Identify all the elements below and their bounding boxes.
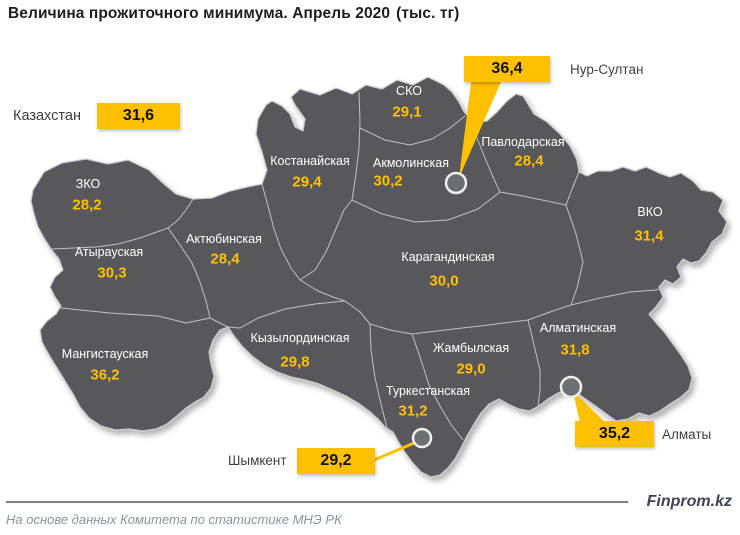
- region-value-atyrauskaya: 30,3: [97, 264, 127, 282]
- shymkent-callout-leader: [373, 439, 420, 462]
- brand-logo: Finprom.kz: [646, 493, 732, 510]
- region-value-zhambylskaya: 29,0: [456, 360, 486, 378]
- national-label: Казахстан: [13, 108, 81, 124]
- region-value-akmolinskaya: 30,2: [373, 172, 403, 190]
- title-unit: (тыс. тг): [396, 5, 460, 22]
- shymkent-city-marker: [411, 427, 433, 449]
- region-name-akmolinskaya: Акмолинская: [373, 156, 449, 170]
- region-value-kyzylordinskaya: 29,8: [280, 353, 310, 371]
- nursultan-callout-pointer: [459, 82, 501, 178]
- region-name-turkestanskaya: Туркестанская: [386, 384, 470, 398]
- almaty-city-marker: [559, 375, 583, 399]
- region-value-kostanayskaya: 29,4: [292, 173, 322, 191]
- region-name-sko: СКО: [396, 84, 422, 98]
- region-value-sko: 29,1: [392, 103, 422, 121]
- region-name-vko: ВКО: [637, 205, 663, 219]
- region-value-vko: 31,4: [634, 227, 664, 245]
- region-value-turkestanskaya: 31,2: [398, 402, 428, 420]
- national-value-box: 31,6: [97, 103, 180, 129]
- almaty-label: Алматы: [662, 427, 712, 442]
- country-outline: [30, 76, 728, 478]
- region-value-aktyubinskaya: 28,4: [210, 250, 240, 268]
- region-value-mangistauskaya: 36,2: [90, 366, 120, 384]
- region-value-almatinskaya: 31,8: [560, 341, 590, 359]
- shymkent-label: Шымкент: [228, 453, 287, 468]
- region-name-almatinskaya: Алматинская: [539, 321, 617, 335]
- region-name-karagandinskaya: Карагандинская: [401, 250, 495, 264]
- title-text: Величина прожиточного минимума. Апрель 2…: [8, 5, 391, 22]
- almaty-callout-pointer: [573, 391, 606, 423]
- region-value-pavlodarskaya: 28,4: [514, 152, 544, 170]
- region-name-mangistauskaya: Мангистауская: [61, 347, 149, 361]
- almaty-value-box: 35,2: [575, 421, 654, 447]
- region-name-pavlodarskaya: Павлодарская: [481, 135, 565, 149]
- page-title: Величина прожиточного минимума. Апрель 2…: [8, 5, 459, 23]
- region-name-atyrauskaya: Атырауская: [74, 245, 144, 259]
- footer-divider: [6, 501, 628, 503]
- shymkent-value-box: 29,2: [297, 448, 375, 474]
- region-name-kyzylordinskaya: Кызылординская: [250, 331, 350, 345]
- source-note: На основе данных Комитета по статистике …: [6, 512, 342, 527]
- region-borders: [51, 91, 677, 441]
- nursultan-value-box: 36,4: [464, 56, 550, 82]
- region-value-zko: 28,2: [72, 196, 102, 214]
- nursultan-city-marker: [444, 171, 468, 195]
- region-name-zko: ЗКО: [75, 177, 101, 191]
- region-name-kostanayskaya: Костанайская: [270, 154, 350, 168]
- region-name-aktyubinskaya: Актюбинская: [186, 232, 262, 246]
- nursultan-label: Нур-Султан: [570, 62, 644, 77]
- region-value-karagandinskaya: 30,0: [429, 272, 459, 290]
- region-name-zhambylskaya: Жамбылская: [432, 341, 510, 355]
